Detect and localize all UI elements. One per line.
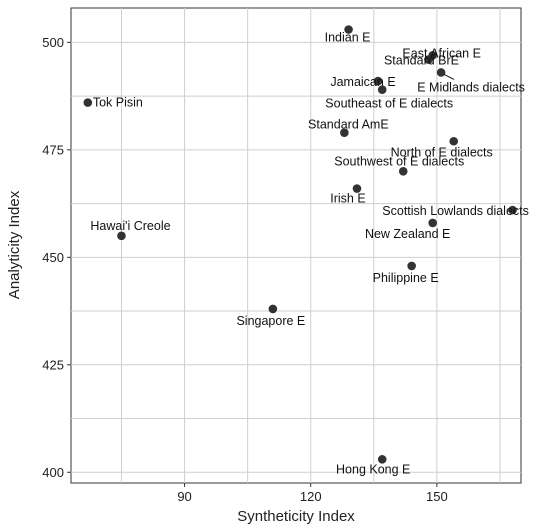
data-label: Hawai'i Creole (90, 219, 170, 233)
data-label: Standard BrE (384, 54, 459, 68)
data-point (373, 76, 383, 86)
data-label: Philippine E (373, 271, 439, 285)
data-label: Southwest of E dialects (334, 154, 464, 168)
data-point (424, 55, 433, 64)
x-axis: 90 120 150 (177, 483, 448, 504)
data-label: E Midlands dialects (417, 80, 525, 94)
y-tick-label: 400 (42, 465, 64, 480)
data-label: Indian E (325, 30, 371, 44)
data-point (436, 68, 446, 77)
data-point (268, 304, 278, 314)
data-label: Hong Kong E (336, 462, 410, 476)
y-tick-label: 450 (42, 250, 64, 265)
data-label: East African E (402, 46, 481, 60)
leader-line (443, 74, 455, 80)
data-label: Scottish Lowlands dialects (382, 204, 529, 218)
data-label: Standard AmE (308, 118, 389, 132)
x-axis-title: Syntheticity Index (237, 508, 355, 525)
x-tick-label: 90 (177, 489, 191, 504)
data-point (428, 218, 437, 228)
data-point (352, 184, 362, 193)
grid-lines (71, 8, 521, 483)
x-tick-label: 150 (426, 489, 448, 504)
data-points (83, 25, 517, 464)
data-label: Tok Pisin (93, 96, 143, 110)
data-point (117, 231, 126, 241)
data-label: Singapore E (236, 314, 305, 328)
plot-area (70, 7, 522, 484)
y-tick-label: 425 (42, 357, 64, 372)
y-tick-label: 475 (42, 142, 64, 157)
y-axis: 400 425 450 475 500 (42, 35, 71, 480)
data-label: New Zealand E (365, 227, 450, 241)
data-point (508, 205, 517, 215)
data-label: Jamaican E (330, 75, 395, 89)
data-label: Southeast of E dialects (325, 97, 453, 111)
x-tick-label: 120 (300, 489, 322, 504)
data-point (449, 136, 459, 146)
data-point (377, 455, 387, 464)
data-point (344, 25, 353, 34)
data-label: North of E dialects (391, 145, 493, 159)
data-point (407, 261, 416, 271)
data-point (377, 85, 387, 94)
y-tick-label: 500 (42, 35, 64, 50)
data-point (83, 98, 93, 107)
data-point (340, 128, 349, 137)
y-axis-title: Analyticity Index (6, 190, 23, 299)
data-label: Irish E (330, 192, 365, 206)
data-point (398, 167, 408, 176)
